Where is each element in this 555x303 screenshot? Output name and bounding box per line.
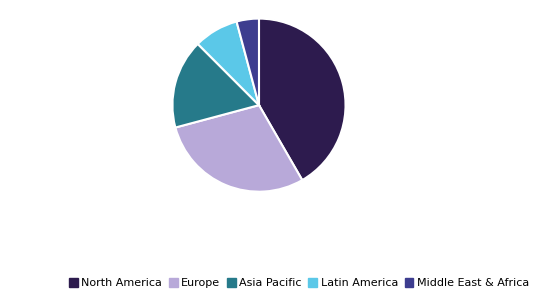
Wedge shape [173,44,259,128]
Wedge shape [175,105,302,192]
Legend: North America, Europe, Asia Pacific, Latin America, Middle East & Africa: North America, Europe, Asia Pacific, Lat… [67,276,531,291]
Wedge shape [198,22,259,105]
Wedge shape [236,18,259,105]
Wedge shape [259,18,346,180]
